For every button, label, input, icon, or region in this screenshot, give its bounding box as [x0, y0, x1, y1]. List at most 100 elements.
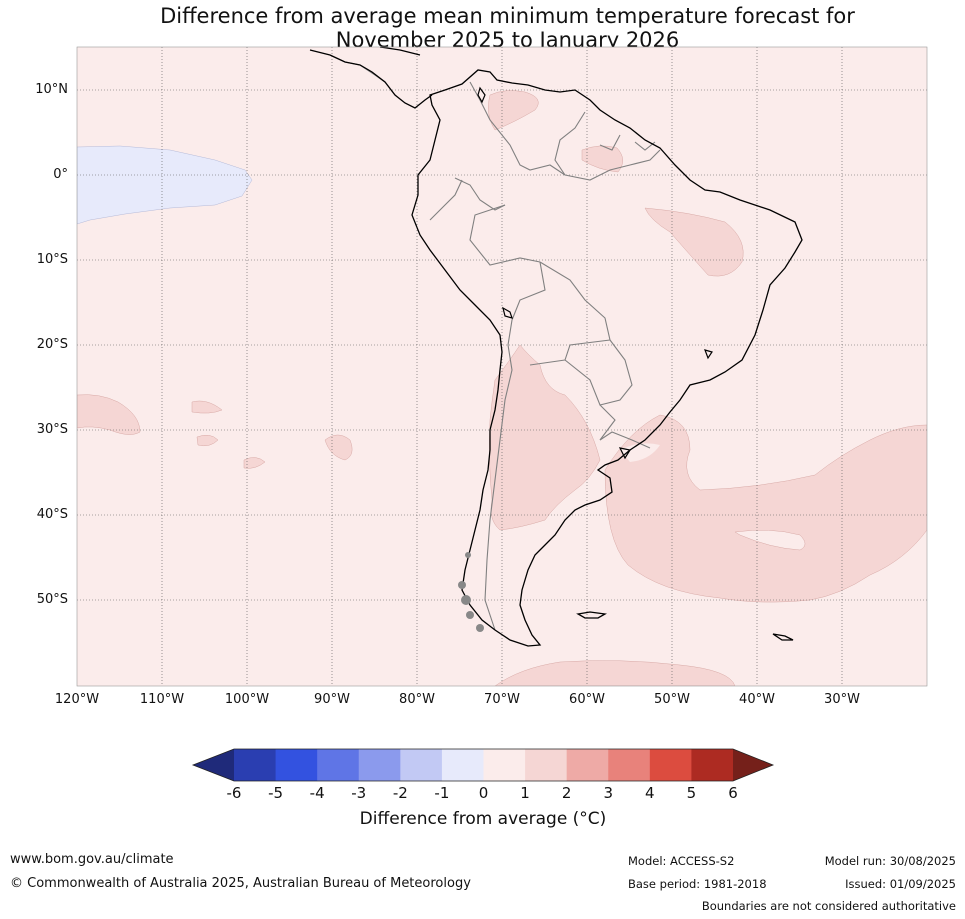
border-argentina-brazil [599, 404, 616, 441]
warm-region-pacific-small-4 [324, 434, 353, 461]
border-peru-brazil [469, 204, 541, 266]
coastline-caribbean-islands [379, 47, 421, 56]
cool-anomaly-region [77, 145, 253, 225]
lon-label-60w: 60°W [569, 692, 605, 707]
colorbar-segment [317, 749, 360, 781]
lat-label-10s: 10°S [36, 252, 68, 267]
coastline-south-america [411, 69, 803, 647]
lake-itaipu [704, 349, 713, 360]
lon-label-90w: 90°W [314, 692, 350, 707]
colorbar-tick-label: 0 [479, 784, 489, 802]
colorbar-segment [483, 749, 526, 781]
border-bolivia-argentina [529, 359, 566, 366]
country-borders [329, 54, 661, 631]
footer-boundaries-note: Boundaries are not considered authoritat… [701, 899, 956, 913]
lat-label-40s: 40°S [36, 507, 68, 522]
colorbar-extend-high [733, 749, 773, 781]
colorbar-tick-label: -2 [393, 784, 408, 802]
lon-label-70w: 70°W [484, 692, 520, 707]
footer-model-run: Model run: 30/08/2025 [824, 854, 956, 868]
colorbar-tick-label: -5 [268, 784, 283, 802]
fjord-dot [466, 611, 474, 619]
gridlines [77, 47, 927, 686]
colorbar-tick-label: -6 [227, 784, 242, 802]
coastline-falkland-islands [576, 611, 607, 619]
lakes [477, 86, 713, 460]
colorbar: -6 -5 -4 -3 -2 -1 0 1 2 3 4 5 6 [191, 748, 775, 802]
colorbar-tick-label: -3 [351, 784, 366, 802]
colorbar-tick-label: -1 [434, 784, 449, 802]
border-peru-bolivia [507, 261, 546, 346]
coastline-central-america [309, 49, 433, 109]
colorbar-segment [649, 749, 692, 781]
warm-region-ne-brazil [644, 207, 744, 277]
lon-label-100w: 100°W [224, 692, 270, 707]
coastlines [309, 47, 803, 647]
colorbar-segment [691, 749, 734, 781]
colorbar-segment [400, 749, 443, 781]
colorbar-segment [441, 749, 484, 781]
colorbar-segment [566, 749, 609, 781]
warm-region-southern-ocean [494, 660, 736, 686]
fjord-dot [465, 552, 471, 558]
lake-titicaca [502, 306, 513, 319]
footer-website[interactable]: www.bom.gov.au/climate [10, 852, 174, 867]
lat-label-10n: 10°N [35, 82, 68, 97]
colorbar-segment [358, 749, 401, 781]
fjord-dot [476, 624, 484, 632]
lake-maracaibo [477, 86, 486, 104]
fjord-dot [461, 595, 471, 605]
border-ecuador-peru [429, 179, 463, 221]
border-guyana-suriname [599, 134, 621, 151]
border-colombia-ecuador-peru [454, 177, 506, 211]
footer-issued: Issued: 01/09/2025 [845, 877, 956, 891]
warm-region-pacific-small-1 [191, 400, 223, 414]
border-colombia-venezuela [469, 81, 566, 176]
lake-mirim [618, 447, 631, 460]
chilean-fjords [458, 552, 484, 632]
chart-title: Difference from average mean minimum tem… [0, 4, 965, 52]
border-uruguay [599, 431, 651, 449]
lon-label-110w: 110°W [139, 692, 185, 707]
warm-region-pacific-small-3 [243, 457, 266, 469]
title-line-1: Difference from average mean minimum tem… [160, 4, 855, 28]
lon-label-30w: 30°W [824, 692, 860, 707]
warm-region-south-atlantic [604, 414, 927, 603]
colorbar-extend-low [193, 749, 234, 781]
colorbar-tick-label: 3 [603, 784, 613, 802]
colorbar-tick-label: 1 [520, 784, 530, 802]
border-venezuela-guyana [554, 111, 586, 176]
warm-region-pacific-small-2 [196, 434, 219, 447]
warm-region-southern-cone [489, 344, 601, 531]
warm-region-pacific-west [77, 394, 141, 435]
colorbar-outline [191, 748, 775, 782]
colorbar-segment [275, 749, 318, 781]
border-brazil-north [564, 149, 661, 181]
lat-label-20s: 20°S [36, 337, 68, 352]
border-suriname-guiana [634, 141, 656, 151]
warm-region-guiana [581, 145, 623, 173]
border-paraguay [564, 339, 633, 406]
colorbar-segment [234, 749, 277, 781]
colorbar-tick-label: -4 [310, 784, 325, 802]
warm-anomaly-regions [77, 90, 927, 686]
neutral-pocket-south-atlantic [734, 529, 806, 551]
lat-label-30s: 30°S [36, 422, 68, 437]
lon-label-40w: 40°W [739, 692, 775, 707]
colorbar-title: Difference from average (°C) [359, 809, 607, 829]
fjord-dot [458, 581, 466, 589]
map-frame [76, 46, 928, 687]
lat-label-0: 0° [53, 167, 68, 182]
lon-label-120w: 120°W [54, 692, 100, 707]
footer-base-period: Base period: 1981-2018 [628, 877, 767, 891]
colorbar-tick-label: 6 [728, 784, 738, 802]
footer-model: Model: ACCESS-S2 [628, 854, 735, 868]
lon-label-80w: 80°W [399, 692, 435, 707]
border-chile-argentina [484, 344, 513, 631]
colorbar-tick-label: 2 [562, 784, 572, 802]
lon-label-50w: 50°W [654, 692, 690, 707]
colorbar-tick-label: 5 [687, 784, 697, 802]
colorbar-segment [525, 749, 568, 781]
border-bolivia-paraguay [564, 339, 611, 361]
